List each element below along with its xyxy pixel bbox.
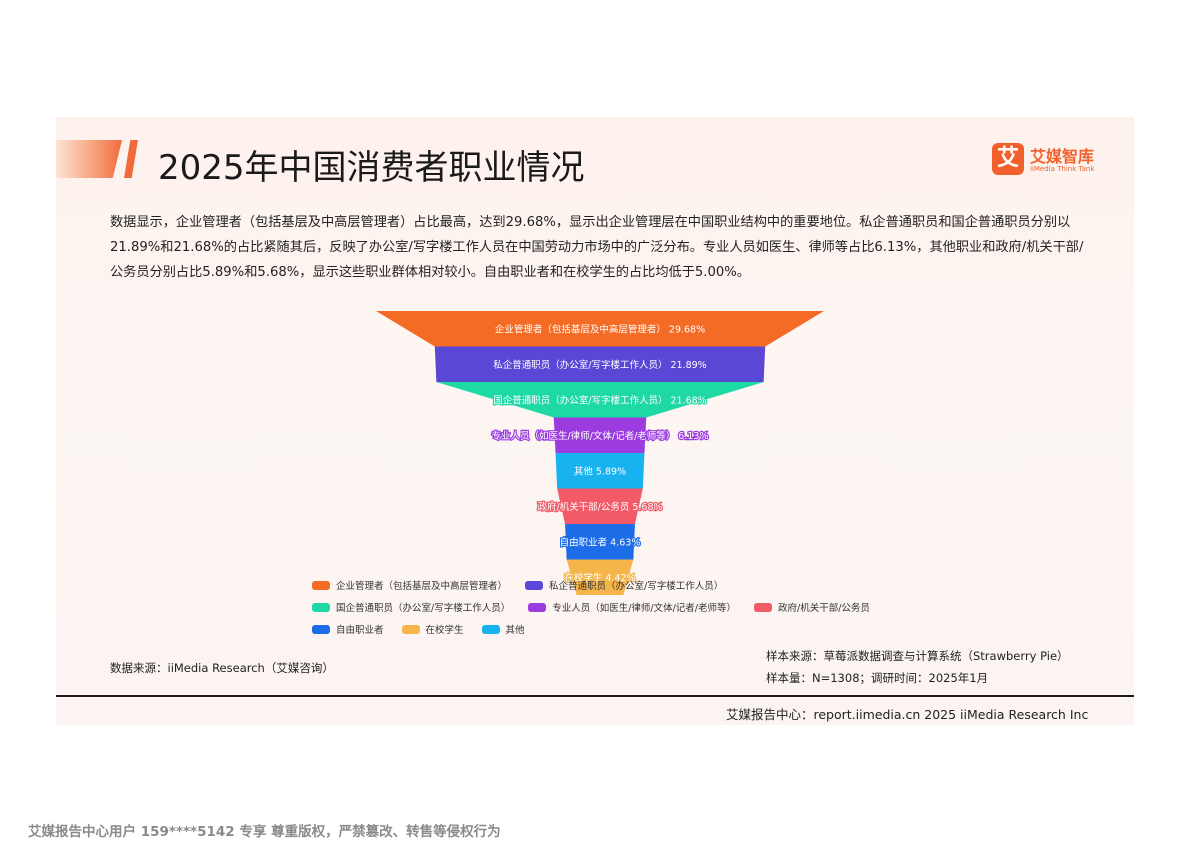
- description-paragraph: 数据显示，企业管理者（包括基层及中高层管理者）占比最高，达到29.68%，显示出…: [110, 215, 1084, 280]
- legend-label: 企业管理者（包括基层及中高层管理者）: [336, 581, 508, 592]
- iimedia-logo: 艾 艾媒智库 iiMedia Think Tank: [992, 143, 1112, 179]
- funnel-segment: [555, 453, 645, 489]
- legend-row: 国企普通职员（办公室/写字楼工作人员） 专业人员（如医生/律师/文体/记者/老师等…: [312, 600, 888, 616]
- funnel-segment: [566, 559, 634, 595]
- user-watermark: 艾媒报告中心用户 159****5142 专享 尊重版权，严禁篡改、转售等侵权行…: [28, 824, 501, 840]
- legend-swatch: [525, 580, 544, 590]
- legend-item[interactable]: 政府/机关干部/公务员: [754, 600, 870, 614]
- logo-text-en: iiMedia Think Tank: [1030, 165, 1095, 173]
- funnel-data-label: 其他 5.89%: [574, 465, 626, 477]
- legend-label: 私企普通职员（办公室/写字楼工作人员）: [549, 581, 724, 592]
- funnel-data-label: 企业管理者（包括基层及中高层管理者） 29.68%: [495, 323, 705, 335]
- funnel-data-label: 政府/机关干部/公务员 5.68%: [537, 501, 662, 513]
- title-accent-bar: [56, 140, 138, 180]
- legend-swatch: [528, 602, 547, 612]
- funnel-data-label: 自由职业者 4.63%: [560, 536, 641, 548]
- funnel-chart: 企业管理者（包括基层及中高层管理者） 29.68% 私企普通职员（办公室/写字楼工…: [376, 311, 824, 595]
- funnel-segment: [565, 524, 635, 560]
- legend-item[interactable]: 企业管理者（包括基层及中高层管理者）: [312, 578, 507, 592]
- legend-swatch: [312, 624, 330, 634]
- funnel-segment: [434, 346, 766, 382]
- legend-label: 专业人员（如医生/律师/文体/记者/老师等）: [552, 603, 737, 614]
- funnel-segment: [557, 488, 643, 524]
- footer-divider: [56, 695, 1134, 697]
- funnel-segment: [376, 311, 824, 347]
- data-source: 数据来源：iiMedia Research（艾媒咨询）: [110, 661, 334, 675]
- legend-swatch: [401, 624, 420, 634]
- legend-label: 其他: [505, 625, 525, 636]
- legend-item[interactable]: 国企普通职员（办公室/写字楼工作人员）: [312, 600, 510, 614]
- sample-info: 样本来源：草莓派数据调查与计算系统（Strawberry Pie） 样本量：N=…: [766, 645, 1069, 689]
- legend-label: 政府/机关干部/公务员: [778, 603, 870, 614]
- sample-size: 样本量：N=1308；调研时间：2025年1月: [766, 671, 989, 685]
- funnel-data-label: 在校学生 4.42%: [564, 572, 635, 584]
- logo-text-cn: 艾媒智库: [1030, 147, 1095, 166]
- footer-copyright: 艾媒报告中心：report.iimedia.cn 2025 iiMedia Re…: [726, 707, 1089, 722]
- page-title: 2025年中国消费者职业情况: [158, 148, 585, 188]
- legend-label: 国企普通职员（办公室/写字楼工作人员）: [336, 603, 511, 614]
- legend-item[interactable]: 在校学生: [401, 622, 464, 636]
- legend-label: 在校学生: [425, 625, 464, 636]
- funnel-data-label: 私企普通职员（办公室/写字楼工作人员） 21.89%: [493, 359, 706, 371]
- funnel-segment: [553, 417, 647, 453]
- legend-swatch: [312, 580, 330, 590]
- funnel-data-label: 国企普通职员（办公室/写字楼工作人员） 21.68%: [493, 394, 706, 406]
- legend-item[interactable]: 自由职业者: [312, 622, 384, 636]
- funnel-data-label: 专业人员（如医生/律师/文体/记者/老师等） 6.13%: [491, 430, 708, 442]
- legend-item[interactable]: 专业人员（如医生/律师/文体/记者/老师等）: [528, 600, 736, 614]
- logo-mark: 艾: [992, 143, 1024, 175]
- legend-swatch: [754, 602, 773, 612]
- legend-item[interactable]: 其他: [481, 622, 525, 636]
- funnel-segment: [436, 382, 764, 418]
- legend-row: 自由职业者 在校学生 其他: [312, 622, 543, 638]
- legend-label: 自由职业者: [336, 625, 384, 636]
- legend-row: 企业管理者（包括基层及中高层管理者） 私企普通职员（办公室/写字楼工作人员）: [312, 578, 741, 594]
- legend-swatch: [481, 624, 500, 634]
- sample-source: 样本来源：草莓派数据调查与计算系统（Strawberry Pie）: [766, 649, 1069, 663]
- legend-swatch: [312, 602, 330, 612]
- legend-item[interactable]: 私企普通职员（办公室/写字楼工作人员）: [525, 578, 723, 592]
